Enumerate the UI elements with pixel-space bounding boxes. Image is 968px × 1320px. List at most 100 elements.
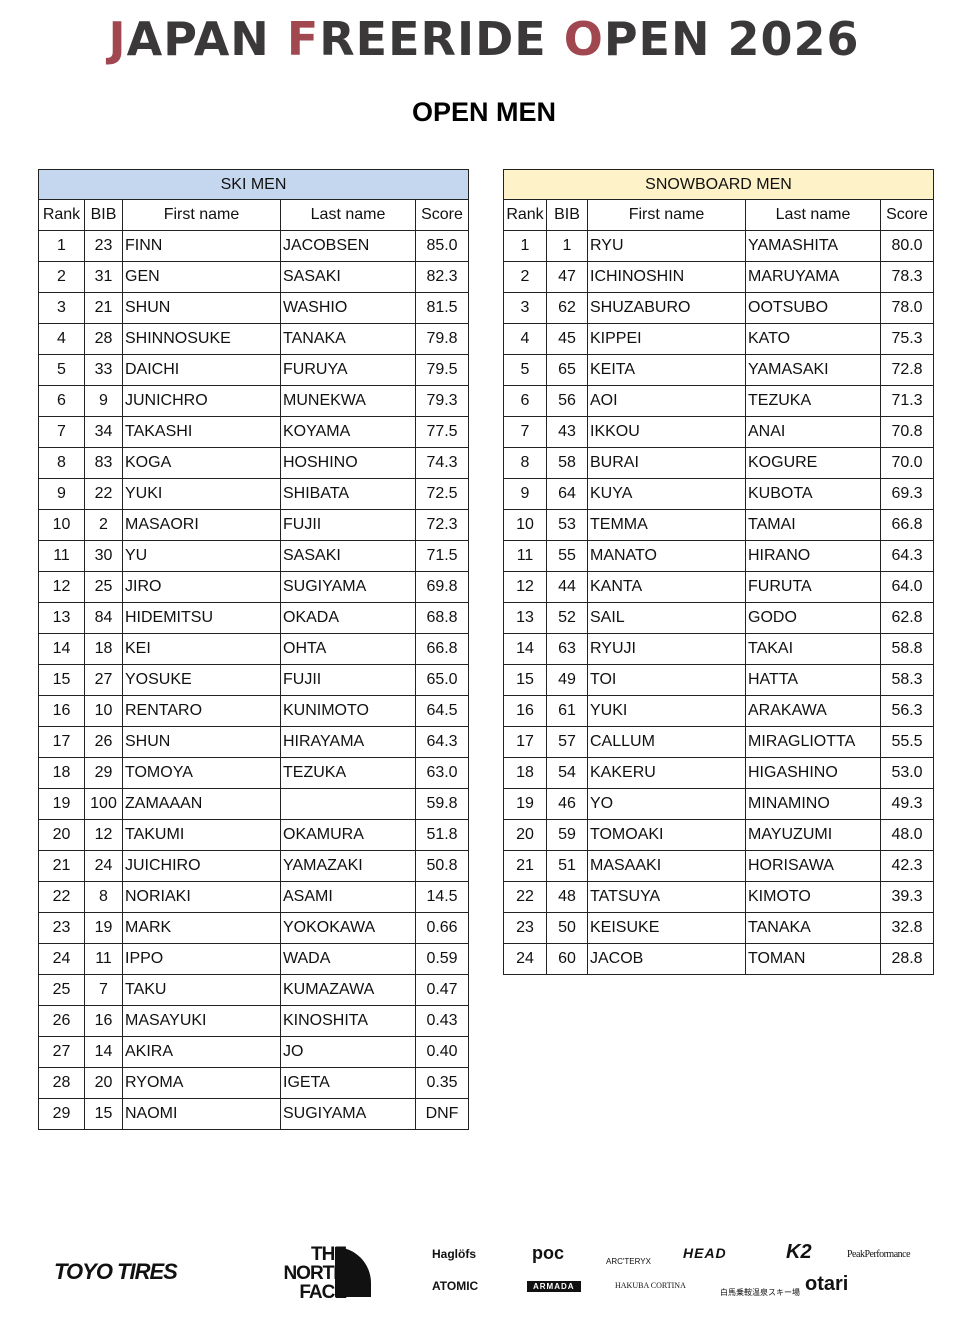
first-name-cell: KEITA bbox=[587, 354, 746, 386]
first-name-cell: DAICHI bbox=[122, 354, 281, 386]
logo-armada: ARMADA bbox=[527, 1281, 581, 1292]
table-row: 3 62 SHUZABURO OOTSUBO 78.0 bbox=[503, 292, 935, 324]
last-name-cell: KUBOTA bbox=[745, 478, 881, 510]
logo-peak-performance: PeakPerformance bbox=[847, 1249, 911, 1260]
bib-cell: 54 bbox=[546, 757, 588, 789]
last-name-cell: MUNEKWA bbox=[280, 385, 416, 417]
rank-cell: 3 bbox=[38, 292, 85, 324]
last-name-cell: KATO bbox=[745, 323, 881, 355]
table-row: 22 48 TATSUYA KIMOTO 39.3 bbox=[503, 881, 935, 913]
bib-cell: 11 bbox=[84, 943, 123, 975]
score-cell: 58.3 bbox=[879, 664, 935, 696]
rank-cell: 14 bbox=[503, 633, 547, 665]
bib-cell: 25 bbox=[84, 571, 123, 603]
table-row: 7 43 IKKOU ANAI 70.8 bbox=[503, 416, 935, 448]
last-name-cell: JO bbox=[280, 1036, 416, 1068]
first-name-cell: SHUN bbox=[122, 292, 281, 324]
first-name-cell: GEN bbox=[122, 261, 281, 293]
first-name-cell: TAKU bbox=[122, 974, 281, 1006]
bib-cell: 9 bbox=[84, 385, 123, 417]
first-name-cell: YO bbox=[587, 788, 746, 820]
title-part: O bbox=[563, 12, 604, 66]
bib-cell: 53 bbox=[546, 509, 588, 541]
bib-cell: 56 bbox=[546, 385, 588, 417]
rank-cell: 10 bbox=[38, 509, 85, 541]
last-name-cell: SUGIYAMA bbox=[280, 571, 416, 603]
column-header-rank: Rank bbox=[38, 199, 85, 231]
logo-poc: POC bbox=[532, 1243, 565, 1263]
bib-cell: 84 bbox=[84, 602, 123, 634]
table-row: 26 16 MASAYUKI KINOSHITA 0.43 bbox=[38, 1005, 470, 1037]
title-part: J bbox=[108, 12, 127, 66]
rank-cell: 6 bbox=[503, 385, 547, 417]
last-name-cell: FUJII bbox=[280, 664, 416, 696]
first-name-cell: KAKERU bbox=[587, 757, 746, 789]
rank-cell: 18 bbox=[503, 757, 547, 789]
rank-cell: 17 bbox=[38, 726, 85, 758]
rank-cell: 20 bbox=[38, 819, 85, 851]
table-row: 16 10 RENTARO KUNIMOTO 64.5 bbox=[38, 695, 470, 727]
first-name-cell: JUNICHRO bbox=[122, 385, 281, 417]
first-name-cell: AOI bbox=[587, 385, 746, 417]
rank-cell: 15 bbox=[503, 664, 547, 696]
score-cell: 53.0 bbox=[879, 757, 935, 789]
table-row: 9 22 YUKI SHIBATA 72.5 bbox=[38, 478, 470, 510]
bib-cell: 26 bbox=[84, 726, 123, 758]
table-row: 10 53 TEMMA TAMAI 66.8 bbox=[503, 509, 935, 541]
score-cell: 58.8 bbox=[879, 633, 935, 665]
bib-cell: 27 bbox=[84, 664, 123, 696]
bib-cell: 12 bbox=[84, 819, 123, 851]
last-name-cell: ANAI bbox=[745, 416, 881, 448]
first-name-cell: SHINNOSUKE bbox=[122, 323, 281, 355]
table-row: 9 64 KUYA KUBOTA 69.3 bbox=[503, 478, 935, 510]
first-name-cell: SHUN bbox=[122, 726, 281, 758]
last-name-cell: YAMASAKI bbox=[745, 354, 881, 386]
table-row: 18 29 TOMOYA TEZUKA 63.0 bbox=[38, 757, 470, 789]
bib-cell: 14 bbox=[84, 1036, 123, 1068]
logo-toyo-tires: TOYO TIRES bbox=[54, 1259, 178, 1284]
table-row: 1 23 FINN JACOBSEN 85.0 bbox=[38, 230, 470, 262]
last-name-cell: TANAKA bbox=[745, 912, 881, 944]
rank-cell: 10 bbox=[503, 509, 547, 541]
last-name-cell: HIRAYAMA bbox=[280, 726, 416, 758]
score-cell: 68.8 bbox=[414, 602, 470, 634]
table-row: 7 34 TAKASHI KOYAMA 77.5 bbox=[38, 416, 470, 448]
score-cell: 0.66 bbox=[414, 912, 470, 944]
table-row: 19 100 ZAMAAAN 59.8 bbox=[38, 788, 470, 820]
table-row: 1 1 RYU YAMASHITA 80.0 bbox=[503, 230, 935, 262]
score-cell: 64.0 bbox=[879, 571, 935, 603]
bib-cell: 47 bbox=[546, 261, 588, 293]
first-name-cell: ZAMAAAN bbox=[122, 788, 281, 820]
bib-cell: 63 bbox=[546, 633, 588, 665]
last-name-cell: HORISAWA bbox=[745, 850, 881, 882]
last-name-cell: MARUYAMA bbox=[745, 261, 881, 293]
last-name-cell: SASAKI bbox=[280, 540, 416, 572]
bib-cell: 60 bbox=[546, 943, 588, 975]
rank-cell: 7 bbox=[38, 416, 85, 448]
table-row: 18 54 KAKERU HIGASHINO 53.0 bbox=[503, 757, 935, 789]
table-row: 20 12 TAKUMI OKAMURA 51.8 bbox=[38, 819, 470, 851]
first-name-cell: KUYA bbox=[587, 478, 746, 510]
table-row: 22 8 NORIAKI ASAMI 14.5 bbox=[38, 881, 470, 913]
score-cell: 74.3 bbox=[414, 447, 470, 479]
bib-cell: 83 bbox=[84, 447, 123, 479]
table-row: 27 14 AKIRA JO 0.40 bbox=[38, 1036, 470, 1068]
bib-cell: 22 bbox=[84, 478, 123, 510]
last-name-cell: OKADA bbox=[280, 602, 416, 634]
bib-cell: 20 bbox=[84, 1067, 123, 1099]
score-cell: 71.3 bbox=[879, 385, 935, 417]
bib-cell: 50 bbox=[546, 912, 588, 944]
table-title: SKI MEN bbox=[37, 169, 470, 200]
bib-cell: 15 bbox=[84, 1098, 123, 1130]
score-cell: 72.8 bbox=[879, 354, 935, 386]
last-name-cell: SASAKI bbox=[280, 261, 416, 293]
last-name-cell: KOYAMA bbox=[280, 416, 416, 448]
rank-cell: 16 bbox=[38, 695, 85, 727]
rank-cell: 21 bbox=[503, 850, 547, 882]
bib-cell: 59 bbox=[546, 819, 588, 851]
last-name-cell: OOTSUBO bbox=[745, 292, 881, 324]
rank-cell: 28 bbox=[38, 1067, 85, 1099]
column-header-first-name: First name bbox=[122, 199, 281, 231]
last-name-cell: HOSHINO bbox=[280, 447, 416, 479]
last-name-cell: ARAKAWA bbox=[745, 695, 881, 727]
